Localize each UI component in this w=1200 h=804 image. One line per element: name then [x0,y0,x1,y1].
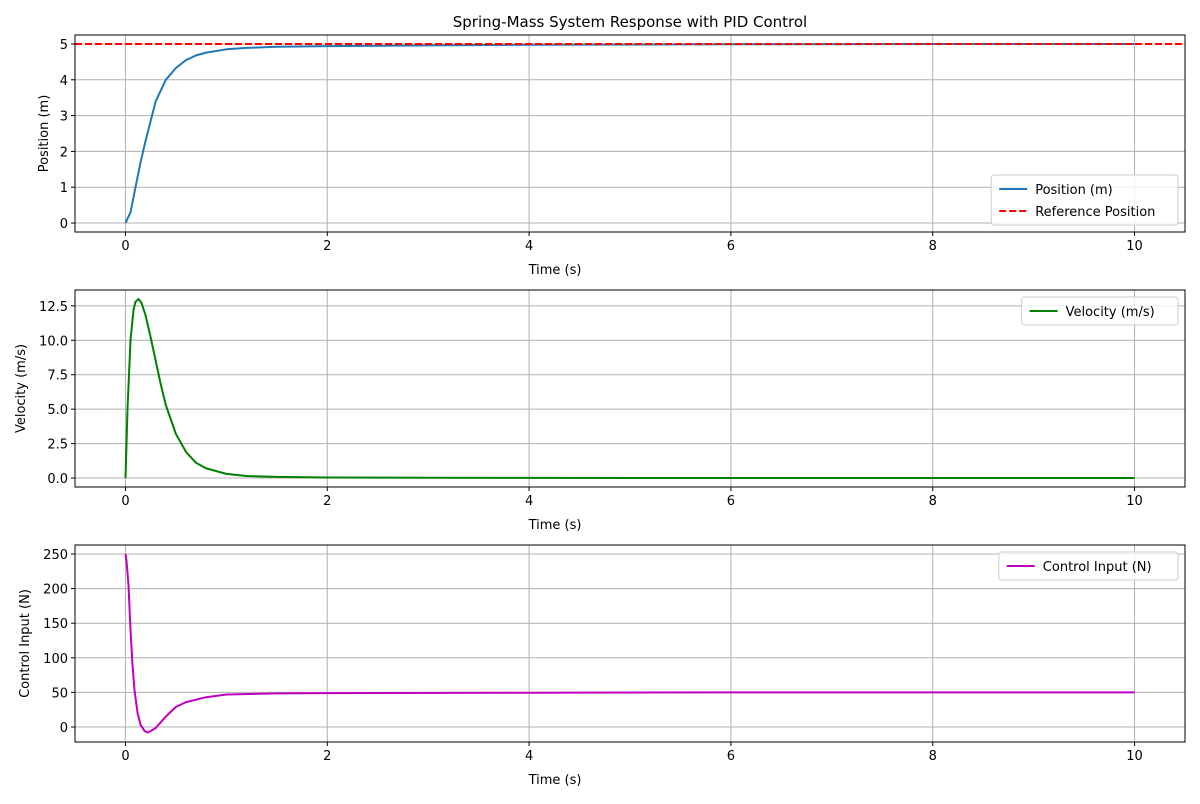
legend-box [998,551,1179,581]
y-tick-label: 0 [60,721,68,736]
x-tick-label: 4 [525,494,533,509]
x-tick-label: 0 [121,239,129,254]
axes-frame [74,289,1186,488]
y-axis-label: Velocity (m/s) [14,344,29,433]
y-tick-label: 5.0 [47,403,68,418]
y-tick-label: 7.5 [47,369,68,384]
legend-label: Velocity (m/s) [1066,305,1155,320]
y-tick-label: 1 [60,181,68,196]
x-tick-label: 2 [323,749,331,764]
y-tick-label: 0 [60,217,68,232]
y-tick-label: 0.0 [47,472,68,487]
x-tick-label: 10 [1126,239,1143,254]
legend-label: Control Input (N) [1043,560,1152,575]
y-tick-label: 12.5 [39,300,68,315]
legend: Control Input (N) [998,551,1179,581]
legend-label: Position (m) [1035,183,1113,198]
series-line-control-input-n [124,553,1135,734]
x-tick-label: 4 [525,239,533,254]
x-tick-label: 10 [1126,494,1143,509]
y-tick-label: 250 [43,548,68,563]
legend: Position (m) Reference Position [990,174,1179,226]
axes-frame [74,544,1186,743]
legend-label: Reference Position [1035,205,1155,220]
y-tick-label: 4 [60,74,68,89]
legend-box [1021,296,1179,326]
legend: Velocity (m/s) [1021,296,1179,326]
x-tick-label: 0 [121,494,129,509]
x-axis-label: Time (s) [528,263,582,278]
y-tick-label: 5 [60,38,68,53]
x-tick-label: 6 [727,494,735,509]
series-line-velocity-m-s [124,298,1135,479]
y-tick-label: 100 [43,652,68,667]
y-tick-label: 200 [43,583,68,598]
y-tick-label: 10.0 [39,334,68,349]
x-tick-label: 0 [121,749,129,764]
y-tick-label: 3 [60,110,68,125]
axes-frame [74,34,1186,233]
x-tick-label: 10 [1126,749,1143,764]
subplot-2: 0 2 4 6 8 10 0.0 2.5 5.0 7.5 10.0 12.5 Time (s) Veloc… [14,289,1186,533]
y-tick-label: 2.5 [47,438,68,453]
x-tick-label: 4 [525,749,533,764]
y-axis-label: Position (m) [37,95,52,173]
series-line-position-m [124,43,1135,224]
x-axis-label: Time (s) [528,518,582,533]
x-tick-label: 8 [929,494,937,509]
y-tick-label: 150 [43,617,68,632]
y-tick-label: 50 [51,686,68,701]
y-axis-label: Control Input (N) [18,589,33,698]
legend-box [990,174,1179,226]
x-tick-label: 6 [727,749,735,764]
x-tick-label: 6 [727,239,735,254]
x-tick-label: 8 [929,749,937,764]
x-tick-label: 8 [929,239,937,254]
y-tick-label: 2 [60,145,68,160]
figure-title: Spring-Mass System Response with PID Con… [453,13,807,31]
x-tick-label: 2 [323,239,331,254]
x-tick-label: 2 [323,494,331,509]
x-axis-label: Time (s) [528,773,582,788]
